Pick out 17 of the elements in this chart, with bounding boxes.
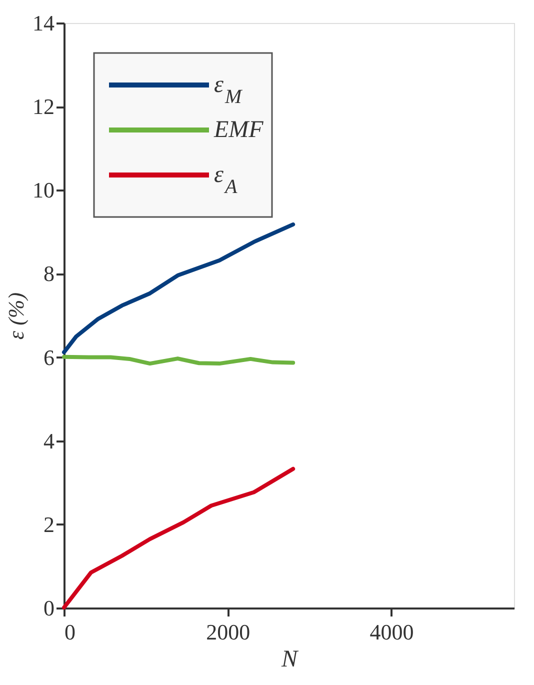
x-tick-label: 4000 [370,620,414,644]
y-tick-label: 2 [44,512,54,537]
x-tick-label: 2000 [206,620,250,644]
y-tick-label: 14 [32,10,54,36]
y-tick-label: 8 [44,261,54,286]
line-series [62,222,296,354]
y-tick-label: 10 [32,178,54,203]
y-tick-label: 6 [44,344,54,370]
y-axis-title: ε (%) [4,292,28,340]
line-series [62,466,296,610]
x-axis-title: N [280,646,300,672]
y-tick-label: 4 [44,428,54,454]
x-tick-label: 0 [64,620,76,644]
legend-label: EMF [213,117,264,143]
y-tick-label: 12 [32,94,54,120]
line-series [62,354,296,366]
y-tick-label: 0 [44,596,54,620]
